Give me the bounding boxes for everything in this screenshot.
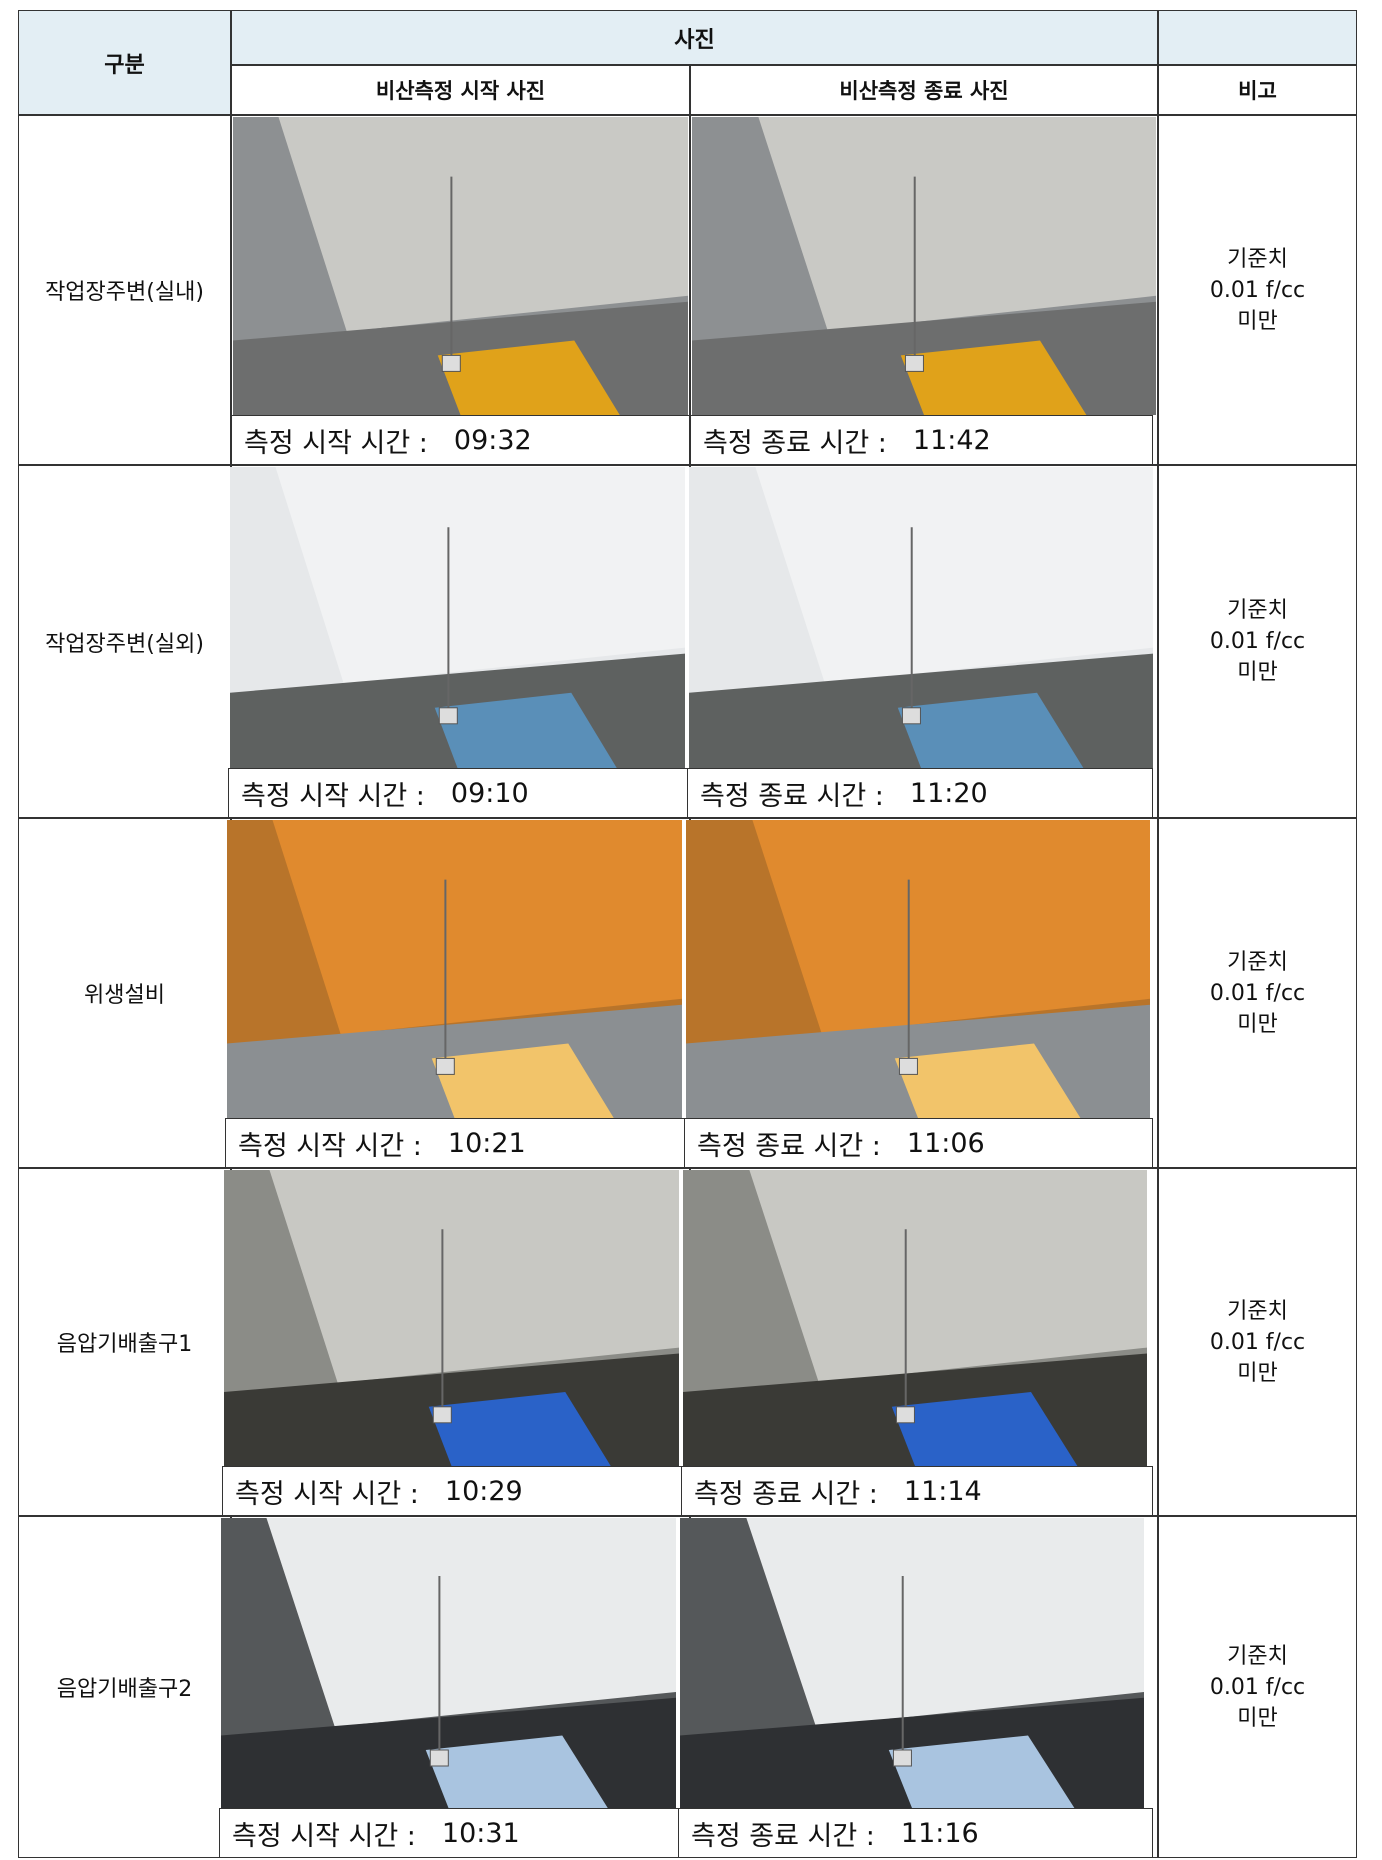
- header-start: 비산측정 시작 사진: [231, 65, 690, 115]
- end-time: 11:42: [912, 424, 991, 456]
- remark-line: 미만: [1237, 1011, 1278, 1037]
- photo: [224, 1170, 679, 1466]
- photo: [689, 467, 1153, 768]
- header-photos: 사진: [231, 10, 1158, 65]
- start-time: 10:21: [447, 1127, 526, 1159]
- remark-line: 0.01 f/cc: [1209, 629, 1306, 654]
- photo: [221, 1518, 676, 1808]
- start-time: 09:10: [450, 777, 529, 809]
- remark: 기준치 0.01 f/cc 미만: [1158, 1168, 1357, 1516]
- caption-text: 측정 종료 시간 :: [691, 1820, 875, 1852]
- end-caption: 측정 종료 시간 : 11:42: [690, 415, 1153, 465]
- remark-line: 미만: [1237, 308, 1278, 334]
- photo: [680, 1518, 1144, 1808]
- remark-line: 미만: [1237, 660, 1278, 685]
- remark-line: 0.01 f/cc: [1209, 980, 1306, 1006]
- remark-line: 기준치: [1227, 1643, 1288, 1669]
- row-label: 작업장주변(실외): [18, 465, 231, 818]
- caption-text: 측정 종료 시간 :: [697, 1130, 881, 1162]
- end-caption: 측정 종료 시간 : 11:20: [687, 768, 1153, 818]
- caption-text: 측정 시작 시간 :: [241, 780, 425, 812]
- end-caption: 측정 종료 시간 : 11:06: [684, 1118, 1153, 1168]
- caption-text: 측정 종료 시간 :: [700, 780, 884, 812]
- caption-text: 측정 시작 시간 :: [235, 1478, 419, 1510]
- end-time: 11:20: [909, 777, 988, 809]
- remark-line: 0.01 f/cc: [1209, 1674, 1306, 1700]
- start-caption: 측정 시작 시간 : 10:29: [222, 1466, 690, 1516]
- caption-text: 측정 종료 시간 :: [694, 1478, 878, 1510]
- start-time: 10:29: [444, 1475, 523, 1507]
- end-caption: 측정 종료 시간 : 11:16: [678, 1808, 1153, 1858]
- remark-line: 0.01 f/cc: [1209, 277, 1306, 303]
- photo: [683, 1170, 1147, 1466]
- header-category: 구분: [18, 10, 231, 115]
- end-time: 11:16: [900, 1817, 979, 1849]
- caption-text: 측정 시작 시간 :: [244, 427, 428, 459]
- end-time: 11:14: [903, 1475, 982, 1507]
- remark: 기준치 0.01 f/cc 미만: [1158, 818, 1357, 1168]
- row-label: 작업장주변(실내): [18, 115, 231, 465]
- remark: 기준치 0.01 f/cc 미만: [1158, 115, 1357, 465]
- caption-text: 측정 시작 시간 :: [238, 1130, 422, 1162]
- photo: [686, 820, 1150, 1118]
- caption-text: 측정 종료 시간 :: [703, 427, 887, 459]
- header-end: 비산측정 종료 사진: [690, 65, 1158, 115]
- remark: 기준치 0.01 f/cc 미만: [1158, 1516, 1357, 1858]
- remark: 기준치 0.01 f/cc 미만: [1158, 465, 1357, 818]
- header-blank: [1158, 10, 1357, 65]
- row-label: 위생설비: [18, 818, 231, 1168]
- photo: [227, 820, 682, 1118]
- start-caption: 측정 시작 시간 : 10:21: [225, 1118, 690, 1168]
- remark-line: 미만: [1237, 1705, 1278, 1731]
- remark-line: 미만: [1237, 1360, 1278, 1386]
- caption-text: 측정 시작 시간 :: [232, 1820, 416, 1852]
- remark-line: 기준치: [1227, 246, 1288, 272]
- end-time: 11:06: [906, 1127, 985, 1159]
- remark-line: 기준치: [1227, 949, 1288, 975]
- end-caption: 측정 종료 시간 : 11:14: [681, 1466, 1153, 1516]
- start-caption: 측정 시작 시간 : 10:31: [219, 1808, 690, 1858]
- start-caption: 측정 시작 시간 : 09:32: [231, 415, 690, 465]
- remark-line: 기준치: [1227, 1298, 1288, 1324]
- start-time: 10:31: [441, 1817, 520, 1849]
- row-label: 음압기배출구2: [18, 1516, 231, 1858]
- photo: [230, 467, 685, 768]
- photo: [233, 117, 688, 415]
- start-caption: 측정 시작 시간 : 09:10: [228, 768, 690, 818]
- remark-line: 0.01 f/cc: [1209, 1329, 1306, 1355]
- start-time: 09:32: [453, 424, 532, 456]
- row-label: 음압기배출구1: [18, 1168, 231, 1516]
- remark-line: 기준치: [1227, 598, 1288, 623]
- header-remark: 비고: [1158, 65, 1357, 115]
- photo: [692, 117, 1156, 415]
